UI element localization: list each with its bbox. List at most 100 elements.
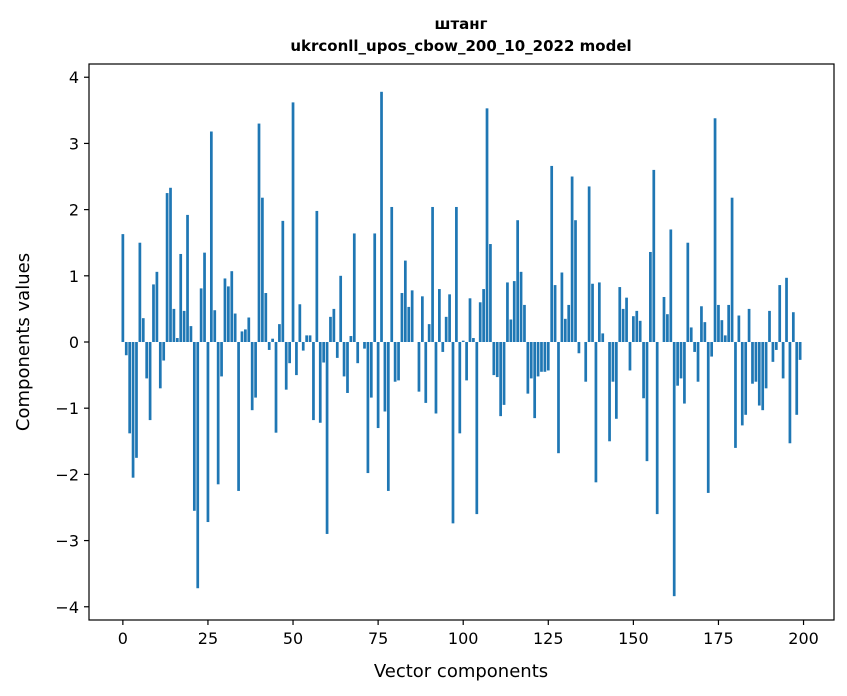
- bar-98: [455, 206, 458, 342]
- bar-33: [233, 313, 237, 342]
- bar-78: [386, 342, 390, 491]
- bar-139: [594, 342, 598, 483]
- bar-130: [563, 318, 567, 342]
- bar-81: [397, 342, 400, 381]
- bar-119: [526, 342, 530, 394]
- bar-43: [267, 342, 271, 350]
- bar-19: [186, 214, 189, 342]
- bar-197: [791, 312, 795, 342]
- x-tick-label: 175: [703, 629, 734, 648]
- bar-20: [189, 326, 193, 342]
- bar-168: [693, 342, 696, 352]
- bar-12: [162, 342, 166, 361]
- bar-112: [502, 342, 506, 405]
- bar-16: [175, 338, 179, 342]
- bar-177: [723, 335, 727, 342]
- bar-190: [768, 310, 771, 342]
- bar-137: [587, 186, 591, 342]
- bar-140: [597, 282, 601, 342]
- bar-183: [744, 342, 748, 415]
- bar-101: [465, 342, 468, 381]
- bar-49: [288, 342, 291, 364]
- bar-191: [771, 342, 775, 362]
- bar-160: [666, 314, 669, 342]
- bar-150: [632, 316, 635, 342]
- bar-122: [536, 342, 540, 377]
- bar-163: [676, 342, 679, 386]
- bar-44: [271, 338, 274, 342]
- bar-5: [138, 242, 142, 342]
- bar-18: [182, 310, 186, 342]
- y-tick-label: 4: [69, 68, 79, 87]
- bar-63: [335, 342, 339, 358]
- bar-80: [393, 342, 397, 382]
- bar-138: [591, 283, 594, 342]
- bar-92: [434, 342, 438, 414]
- bar-57: [315, 210, 319, 342]
- bar-0: [121, 234, 125, 342]
- bar-129: [560, 272, 564, 342]
- bar-106: [482, 289, 485, 342]
- bar-169: [696, 342, 700, 382]
- bar-157: [655, 342, 659, 515]
- bar-182: [740, 342, 744, 426]
- bar-60: [325, 342, 329, 534]
- x-tick-label: 25: [198, 629, 218, 648]
- bar-198: [795, 342, 799, 415]
- bar-102: [468, 298, 472, 342]
- bar-189: [764, 342, 768, 389]
- bar-117: [519, 271, 523, 342]
- bar-187: [757, 342, 761, 406]
- bar-93: [438, 289, 441, 342]
- bar-52: [298, 304, 302, 342]
- bar-75: [376, 342, 380, 429]
- bar-179: [730, 197, 734, 342]
- bar-13: [165, 193, 169, 342]
- bar-47: [281, 220, 285, 342]
- bar-55: [308, 335, 312, 342]
- bar-50: [291, 102, 295, 342]
- plot-frame: [88, 63, 835, 621]
- bar-195: [785, 277, 788, 342]
- bar-110: [495, 342, 499, 378]
- x-tick-label: 125: [533, 629, 564, 648]
- bar-133: [574, 220, 577, 342]
- bar-61: [329, 316, 332, 342]
- bar-99: [458, 342, 462, 434]
- bar-159: [662, 296, 666, 342]
- bar-46: [278, 324, 281, 342]
- bar-124: [543, 342, 547, 372]
- bar-193: [778, 285, 782, 342]
- x-axis-label: Vector components: [374, 661, 548, 682]
- bar-184: [747, 308, 751, 342]
- y-tick-label: −1: [55, 399, 79, 418]
- bar-23: [199, 288, 203, 342]
- bar-90: [427, 324, 431, 342]
- x-tick-label: 50: [283, 629, 303, 648]
- bar-153: [642, 342, 645, 399]
- bar-132: [570, 176, 574, 342]
- chart-title-line2: ukrconll_upos_cbow_200_10_2022 model: [290, 37, 631, 55]
- bar-1: [124, 342, 128, 356]
- y-axis-ticks: −4 −3 −2 −1 0 1 2 3 4: [55, 68, 89, 617]
- bar-27: [213, 310, 217, 342]
- bar-103: [472, 338, 475, 342]
- bar-194: [781, 342, 785, 379]
- bar-96: [448, 294, 451, 342]
- bar-91: [431, 206, 434, 342]
- bar-171: [703, 322, 707, 342]
- x-tick-label: 150: [618, 629, 649, 648]
- bar-29: [220, 342, 223, 377]
- bar-164: [679, 342, 683, 379]
- bar-145: [614, 342, 618, 419]
- bar-59: [322, 342, 326, 363]
- bar-111: [499, 342, 502, 417]
- bar-48: [284, 342, 288, 390]
- bar-107: [485, 108, 489, 342]
- bar-28: [216, 342, 220, 485]
- bar-51: [295, 342, 298, 376]
- y-tick-label: −4: [55, 598, 79, 617]
- bar-22: [196, 342, 200, 589]
